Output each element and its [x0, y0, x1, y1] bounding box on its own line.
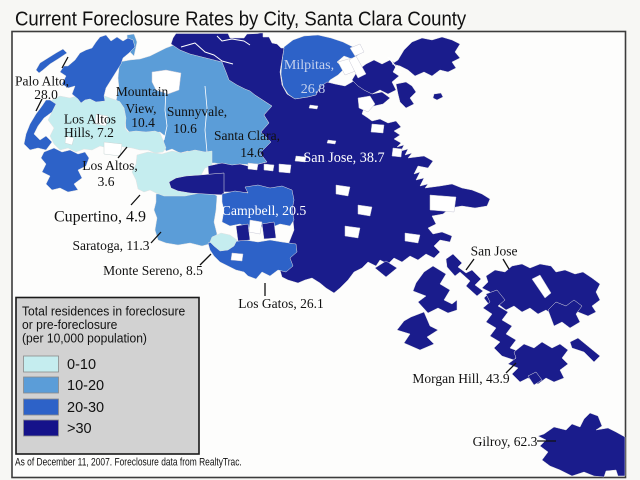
svg-text:Campbell, 20.5: Campbell, 20.5 — [222, 203, 307, 218]
svg-text:Santa Clara,: Santa Clara, — [214, 128, 280, 143]
svg-text:Milpitas,: Milpitas, — [284, 58, 334, 73]
svg-text:10.4: 10.4 — [131, 115, 155, 130]
svg-text:View,: View, — [126, 101, 157, 116]
svg-text:14.6: 14.6 — [240, 145, 264, 160]
svg-text:Sunnyvale,: Sunnyvale, — [167, 104, 227, 119]
svg-text:28.0: 28.0 — [34, 87, 58, 102]
svg-text:(per 10,000 population): (per 10,000 population) — [22, 331, 147, 345]
svg-text:San Jose: San Jose — [471, 244, 518, 259]
svg-text:>30: >30 — [67, 421, 92, 437]
svg-text:As of December 11, 2007. Forec: As of December 11, 2007. Foreclosure dat… — [15, 457, 242, 469]
svg-text:Los Altos: Los Altos — [64, 112, 116, 127]
svg-text:Palo Alto,: Palo Alto, — [15, 74, 69, 89]
svg-text:Hills, 7.2: Hills, 7.2 — [64, 125, 114, 140]
svg-text:or pre-foreclosure: or pre-foreclosure — [22, 318, 117, 332]
svg-text:20-30: 20-30 — [67, 400, 104, 416]
svg-text:Monte Sereno, 8.5: Monte Sereno, 8.5 — [103, 263, 203, 278]
svg-text:Current Foreclosure Rates by C: Current Foreclosure Rates by City, Santa… — [15, 8, 466, 31]
svg-text:Saratoga, 11.3: Saratoga, 11.3 — [72, 238, 149, 253]
svg-text:Los Gatos, 26.1: Los Gatos, 26.1 — [238, 296, 324, 311]
svg-text:Total residences in foreclosur: Total residences in foreclosure — [22, 304, 185, 318]
svg-text:3.6: 3.6 — [98, 174, 115, 189]
svg-text:Mountain: Mountain — [116, 84, 169, 99]
svg-text:26.8: 26.8 — [301, 82, 326, 97]
svg-text:Morgan Hill, 43.9: Morgan Hill, 43.9 — [412, 371, 509, 386]
svg-text:10.6: 10.6 — [173, 121, 197, 136]
svg-text:Los Altos,: Los Altos, — [82, 158, 138, 173]
svg-text:Cupertino, 4.9: Cupertino, 4.9 — [54, 209, 146, 226]
svg-text:San Jose, 38.7: San Jose, 38.7 — [303, 150, 384, 166]
svg-text:0-10: 0-10 — [67, 357, 96, 373]
svg-text:Gilroy, 62.3: Gilroy, 62.3 — [473, 434, 538, 449]
svg-text:10-20: 10-20 — [67, 378, 104, 394]
